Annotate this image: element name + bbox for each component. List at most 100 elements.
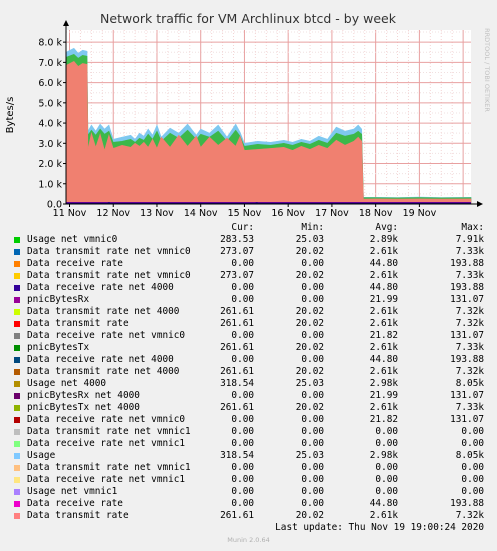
legend-min: 20.02	[295, 306, 324, 317]
legend-row: Usage 318.54 25.03 2.98k 8.05k	[14, 450, 484, 462]
y-tick-label: 8.0 k	[38, 38, 62, 49]
legend-row: Data transmit rate 261.61 20.02 2.61k 7.32k	[14, 510, 484, 522]
x-tick-label: 17 Nov	[315, 208, 349, 219]
y-tick-label: 7.0 k	[38, 58, 62, 69]
legend-cur: 261.61	[220, 342, 254, 353]
legend-cur: 318.54	[220, 378, 254, 389]
legend-max: 193.88	[450, 258, 484, 269]
legend-max: 8.05k	[455, 450, 484, 461]
y-tick-label: 1.0 k	[38, 179, 62, 190]
y-tick-label: 3.0 k	[38, 139, 62, 150]
axes	[63, 20, 483, 207]
legend-swatch	[14, 465, 20, 471]
legend-row: Data transmit rate net vmnic1 0.00 0.00 0.0…	[14, 426, 484, 438]
legend-min: 0.00	[301, 294, 324, 305]
legend-series-name: Data receive rate net vmnic0	[27, 330, 186, 341]
legend-swatch	[14, 285, 20, 291]
legend-series-name: Data receive rate	[27, 498, 123, 509]
x-tick-label: 11 Nov	[53, 208, 87, 219]
legend-max: 7.33k	[455, 342, 484, 353]
legend-row: Data receive rate net vmnic1 0.00 0.00 0.00…	[14, 438, 484, 450]
y-tick-label: 4.0 k	[38, 119, 62, 130]
legend-row: Data transmit rate 261.61 20.02 2.61k 7.32k	[14, 318, 484, 330]
legend-row: Data transmit rate net vmnic0 273.07 20.02…	[14, 246, 484, 258]
legend-min: 25.03	[295, 234, 324, 245]
legend-series-name: Data transmit rate net 4000	[27, 306, 180, 317]
legend-max: 131.07	[450, 414, 484, 425]
legend-cur: 261.61	[220, 366, 254, 377]
legend-avg: 2.61k	[369, 366, 398, 377]
legend-max: 8.05k	[455, 378, 484, 389]
y-axis-label: Bytes/s	[5, 97, 16, 134]
legend-avg: 2.61k	[369, 306, 398, 317]
legend-avg: 0.00	[375, 426, 398, 437]
legend-cur: 0.00	[231, 426, 254, 437]
legend-cur: 0.00	[231, 474, 254, 485]
legend-series-name: Usage	[27, 450, 56, 461]
legend-series-name: Usage net vmnic0	[27, 234, 118, 245]
legend-swatch	[14, 261, 20, 267]
legend-row: pnicBytesRx 0.00 0.00 21.99 131.07	[14, 294, 484, 306]
legend-min: 20.02	[295, 342, 324, 353]
legend-max: 7.32k	[455, 318, 484, 329]
legend-max: 7.32k	[455, 510, 484, 521]
legend-series-name: Data receive rate net 4000	[27, 354, 174, 365]
legend-max: 131.07	[450, 294, 484, 305]
legend-swatch	[14, 453, 20, 459]
legend-cur: 273.07	[220, 246, 254, 257]
legend-max: 7.33k	[455, 402, 484, 413]
y-axis-arrow	[63, 20, 69, 26]
legend-avg: 2.61k	[369, 318, 398, 329]
legend-header: Cur: Min: Avg: Max:	[14, 222, 484, 234]
legend-min: 0.00	[301, 390, 324, 401]
legend-series-name: Usage net 4000	[27, 378, 107, 389]
legend-avg: 44.80	[369, 354, 398, 365]
munin-version: Munin 2.0.64	[227, 536, 270, 544]
legend-cur: 0.00	[231, 498, 254, 509]
legend-avg: 2.61k	[369, 342, 398, 353]
legend-series-name: Data receive rate	[27, 258, 123, 269]
legend-max: 7.33k	[455, 270, 484, 281]
legend-cur: 0.00	[231, 330, 254, 341]
legend-avg: 2.61k	[369, 270, 398, 281]
legend-min: 20.02	[295, 510, 324, 521]
x-tick-label: 19 Nov	[403, 208, 437, 219]
legend-series-name: Data transmit rate net vmnic0	[27, 246, 191, 257]
legend-min: 0.00	[301, 330, 324, 341]
legend-series-name: Data transmit rate net vmnic1	[27, 462, 191, 473]
legend-row: Usage net 4000 318.54 25.03 2.98k 8.05k	[14, 378, 484, 390]
legend-cur: 261.61	[220, 306, 254, 317]
legend-header-cur: Cur:	[231, 222, 254, 233]
legend-min: 0.00	[301, 474, 324, 485]
legend-max: 7.32k	[455, 366, 484, 377]
legend-avg: 2.61k	[369, 510, 398, 521]
legend-min: 0.00	[301, 426, 324, 437]
legend-table: Cur: Min: Avg: Max: Usage net vmnic0 283.…	[14, 222, 484, 522]
y-tick-label: 0.0	[47, 200, 62, 211]
legend-max: 0.00	[461, 474, 484, 485]
chart-title: Network traffic for VM Archlinux btcd - …	[100, 11, 397, 26]
legend-row: Data transmit rate net vmnic0 273.07 20.02…	[14, 270, 484, 282]
legend-min: 0.00	[301, 354, 324, 365]
legend-cur: 0.00	[231, 390, 254, 401]
legend-series-name: Data receive rate net 4000	[27, 282, 174, 293]
legend-cur: 318.54	[220, 450, 254, 461]
legend-swatch	[14, 501, 20, 507]
legend-row: pnicBytesRx net 4000 0.00 0.00 21.99 131.07	[14, 390, 484, 402]
legend-min: 25.03	[295, 450, 324, 461]
legend-max: 7.33k	[455, 246, 484, 257]
legend-series-name: Data receive rate net vmnic0	[27, 414, 186, 425]
legend-series-name: pnicBytesTx	[27, 342, 90, 353]
legend-avg: 0.00	[375, 462, 398, 473]
legend-cur: 273.07	[220, 270, 254, 281]
legend-swatch	[14, 297, 20, 303]
legend-cur: 0.00	[231, 414, 254, 425]
legend-cur: 0.00	[231, 294, 254, 305]
legend-swatch	[14, 405, 20, 411]
legend-avg: 2.89k	[369, 234, 398, 245]
x-tick-label: 12 Nov	[96, 208, 130, 219]
legend-row: Data transmit rate net 4000 261.61 20.02 2.…	[14, 306, 484, 318]
legend-min: 0.00	[301, 282, 324, 293]
legend-cur: 283.53	[220, 234, 254, 245]
legend-max: 193.88	[450, 354, 484, 365]
